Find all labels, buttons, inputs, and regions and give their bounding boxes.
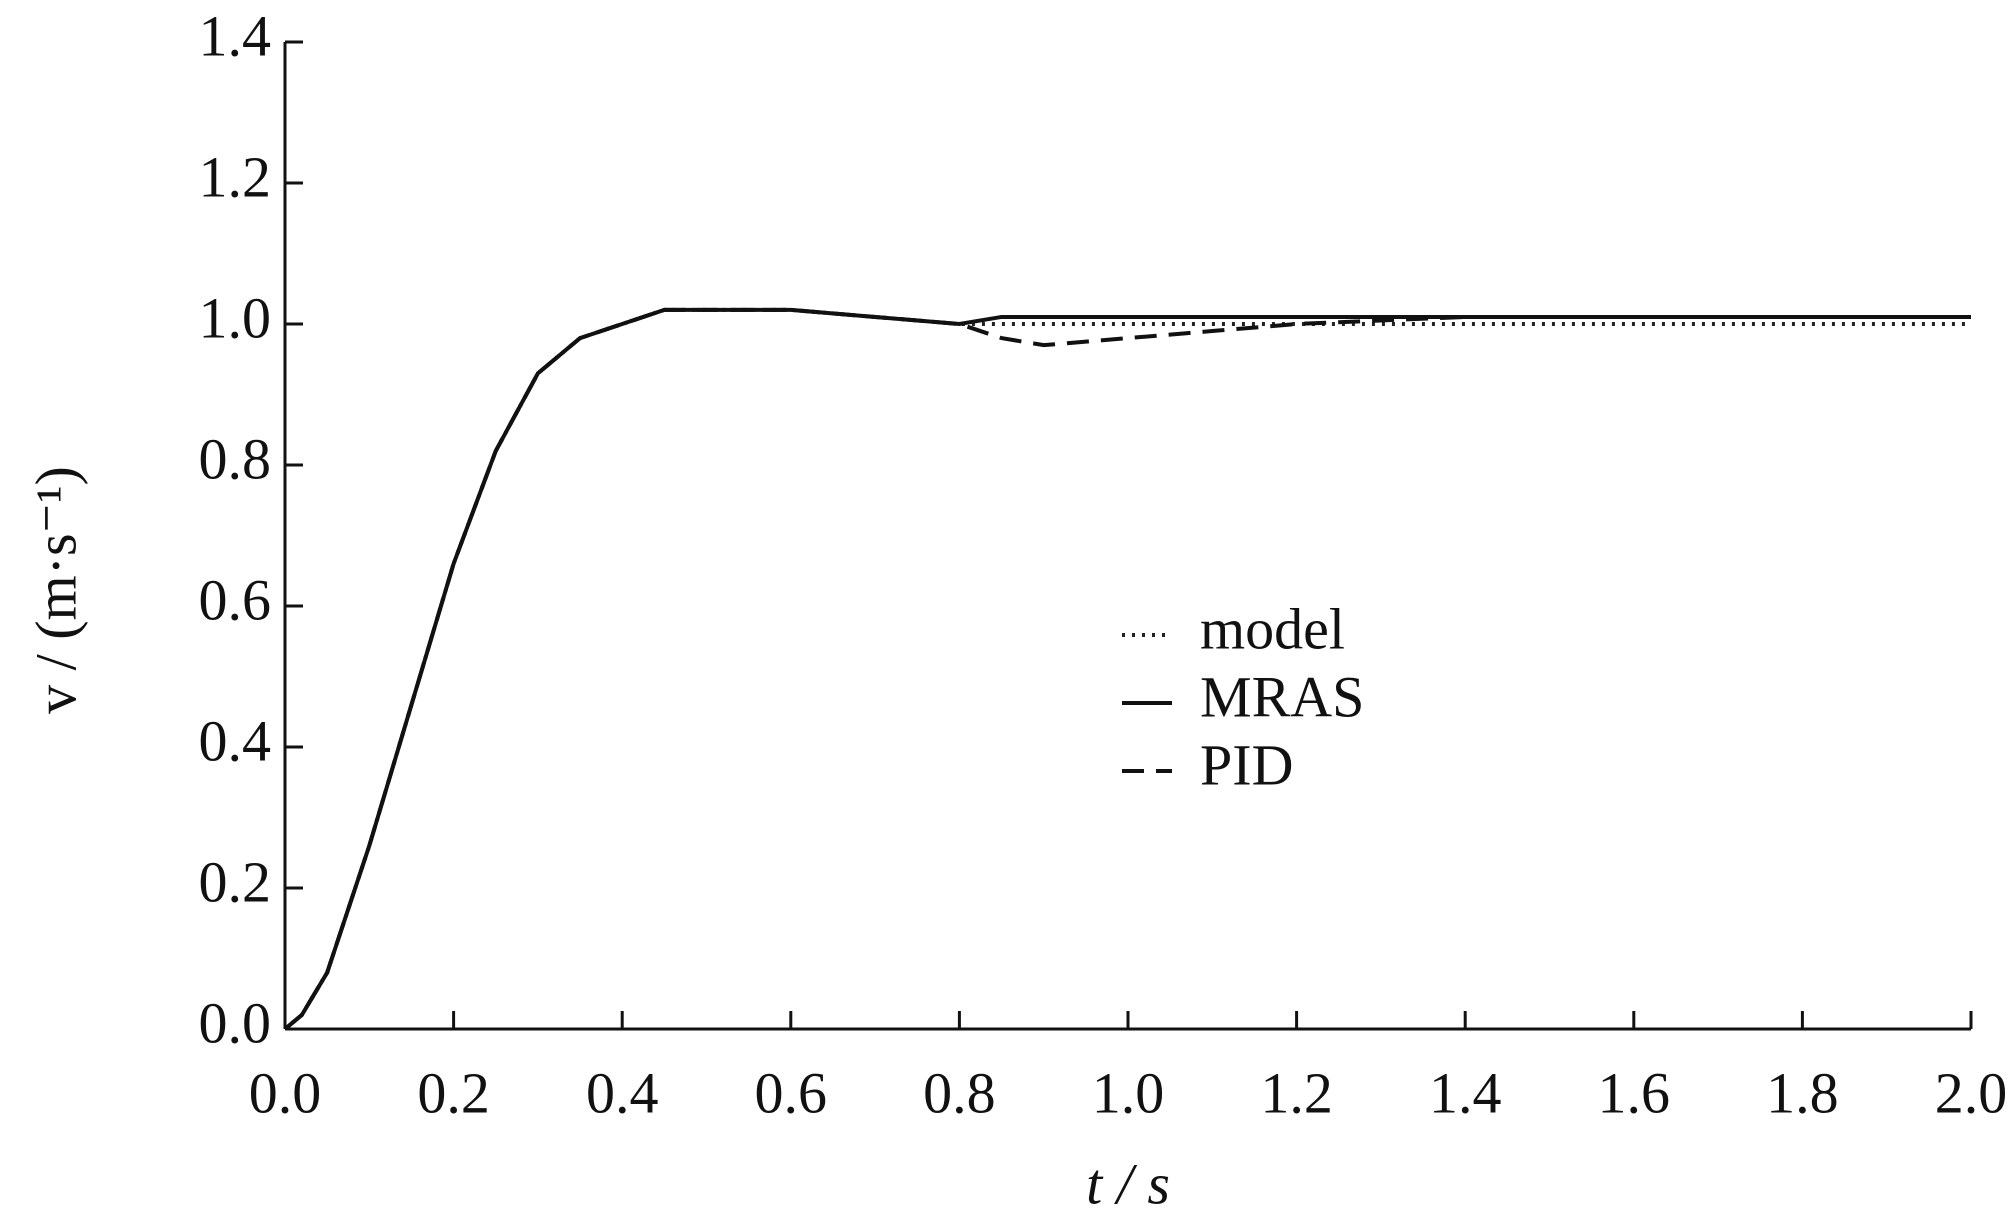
series-line [283,307,1971,1031]
x-tick-label: 0.8 [923,1060,996,1125]
legend-label: MRAS [1200,664,1364,729]
y-tick-label: 1.2 [199,144,272,209]
x-tick-label: 1.0 [1092,1060,1165,1125]
y-tick-label: 0.0 [199,990,272,1055]
x-tick-label: 0.0 [249,1060,322,1125]
y-axis-label: v / (m·s⁻¹) [23,466,88,714]
x-tick-label: 0.2 [417,1060,490,1125]
y-tick-label: 0.2 [199,849,272,914]
series-line [283,307,1971,1031]
x-tick-label: 1.8 [1766,1060,1839,1125]
y-tick-label: 1.0 [199,285,272,350]
x-tick-label: 1.6 [1598,1060,1671,1125]
x-tick-label: 0.6 [755,1060,828,1125]
x-axis-label: t / s [1086,1151,1170,1216]
x-tick-label: 1.2 [1260,1060,1333,1125]
x-tick-label: 0.4 [586,1060,659,1125]
legend-label: PID [1200,732,1293,797]
legend-label: model [1200,596,1345,661]
x-tick-label: 2.0 [1935,1060,2008,1125]
series-line [283,307,1971,1031]
x-tick-label: 1.4 [1429,1060,1502,1125]
y-tick-label: 0.6 [199,567,272,632]
y-tick-label: 1.4 [199,3,272,68]
y-tick-label: 0.8 [199,426,272,491]
y-tick-label: 0.4 [199,708,272,773]
